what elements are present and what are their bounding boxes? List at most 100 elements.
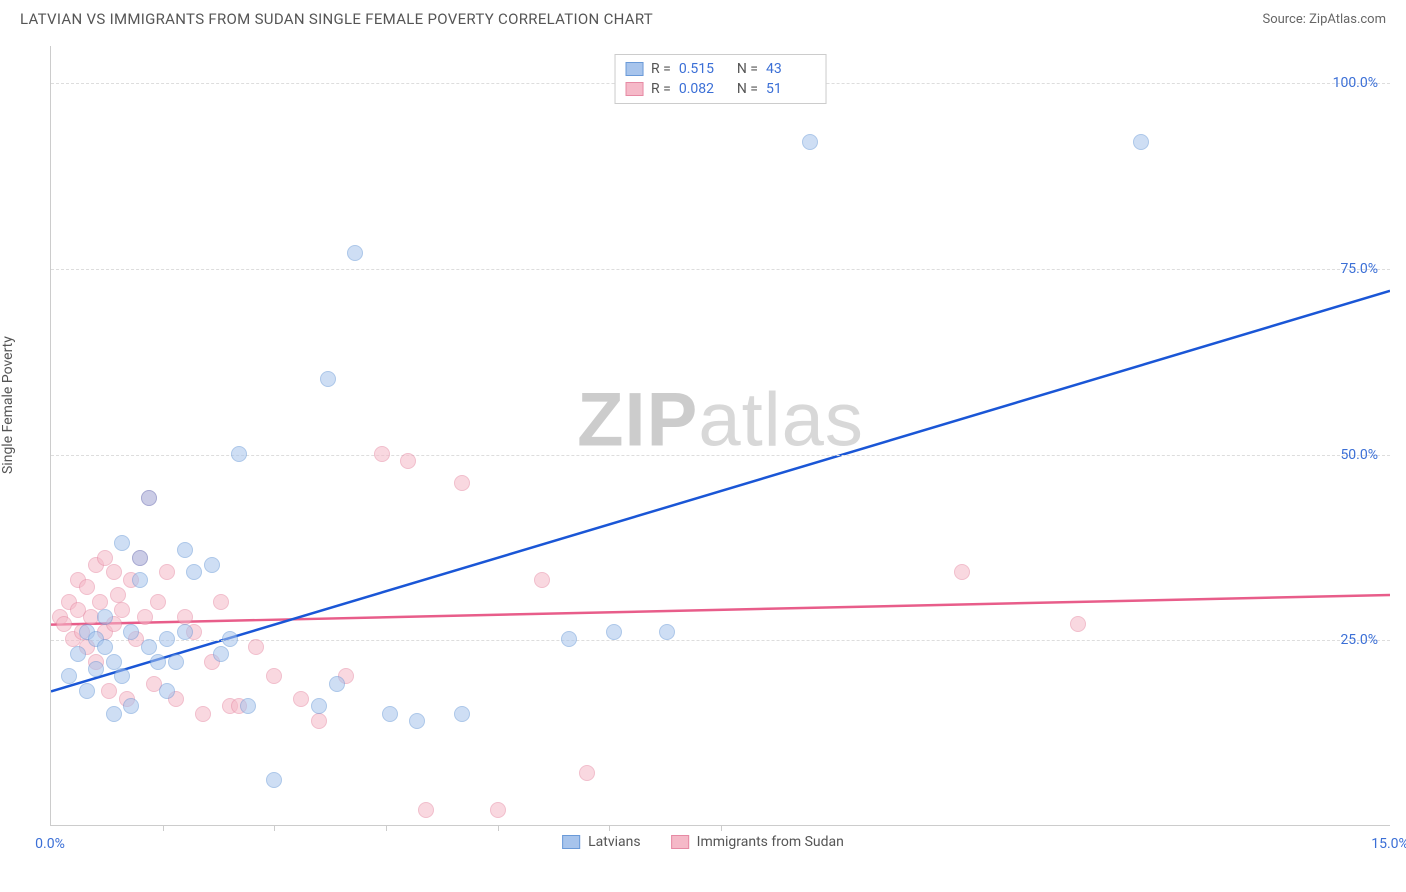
scatter-point-latvians: [240, 698, 256, 714]
scatter-point-sudan: [150, 594, 166, 610]
scatter-point-latvians: [159, 683, 175, 699]
scatter-point-latvians: [177, 542, 193, 558]
scatter-point-sudan: [400, 453, 416, 469]
legend-swatch-latvians: [625, 62, 643, 76]
scatter-point-sudan: [110, 587, 126, 603]
x-tick: [274, 825, 275, 831]
x-tick-label: 15.0%: [1371, 836, 1406, 852]
scatter-point-latvians: [659, 624, 675, 640]
scatter-point-sudan: [159, 564, 175, 580]
scatter-point-latvians: [97, 609, 113, 625]
y-axis-title: Single Female Poverty: [0, 336, 16, 474]
legend-swatch-sudan: [625, 82, 643, 96]
scatter-point-sudan: [534, 572, 550, 588]
scatter-point-latvians: [606, 624, 622, 640]
scatter-point-latvians: [132, 572, 148, 588]
x-tick-label: 0.0%: [35, 836, 65, 852]
x-tick: [721, 825, 722, 831]
x-tick: [609, 825, 610, 831]
scatter-point-latvians: [114, 535, 130, 551]
scatter-point-latvians: [1133, 134, 1149, 150]
scatter-point-latvians: [347, 245, 363, 261]
scatter-point-latvians: [132, 550, 148, 566]
scatter-point-latvians: [561, 631, 577, 647]
scatter-point-latvians: [141, 490, 157, 506]
scatter-point-sudan: [213, 594, 229, 610]
watermark: ZIPatlas: [577, 376, 864, 463]
scatter-point-sudan: [293, 691, 309, 707]
scatter-point-latvians: [61, 668, 77, 684]
scatter-point-latvians: [311, 698, 327, 714]
scatter-point-sudan: [137, 609, 153, 625]
scatter-point-sudan: [579, 765, 595, 781]
scatter-point-latvians: [123, 624, 139, 640]
legend-stats-row-sudan: R = 0.082 N = 51: [625, 79, 816, 99]
y-tick-label: 25.0%: [1340, 632, 1378, 648]
y-tick-label: 75.0%: [1340, 261, 1378, 277]
chart-source: Source: ZipAtlas.com: [1262, 12, 1386, 27]
scatter-point-sudan: [92, 594, 108, 610]
scatter-point-sudan: [311, 713, 327, 729]
chart-container: Single Female Poverty ZIPatlas R = 0.515…: [0, 36, 1406, 886]
scatter-point-latvians: [141, 639, 157, 655]
scatter-point-latvians: [177, 624, 193, 640]
scatter-point-sudan: [266, 668, 282, 684]
scatter-point-latvians: [204, 557, 220, 573]
plot-area: ZIPatlas R = 0.515 N = 43 R = 0.082 N = …: [50, 46, 1390, 826]
legend-stats-box: R = 0.515 N = 43 R = 0.082 N = 51: [614, 54, 827, 104]
legend-stats-row-latvians: R = 0.515 N = 43: [625, 59, 816, 79]
legend-label-latvians: Latvians: [588, 834, 641, 850]
scatter-point-latvians: [454, 706, 470, 722]
scatter-point-sudan: [97, 550, 113, 566]
gridline-h: [51, 455, 1390, 456]
scatter-point-latvians: [114, 668, 130, 684]
legend-item-sudan: Immigrants from Sudan: [671, 834, 844, 850]
chart-title: LATVIAN VS IMMIGRANTS FROM SUDAN SINGLE …: [20, 10, 653, 28]
y-tick-label: 100.0%: [1333, 75, 1378, 91]
scatter-point-latvians: [150, 654, 166, 670]
scatter-point-latvians: [88, 661, 104, 677]
scatter-point-sudan: [418, 802, 434, 818]
scatter-point-sudan: [454, 475, 470, 491]
legend-bottom: Latvians Immigrants from Sudan: [562, 834, 844, 850]
scatter-point-sudan: [79, 579, 95, 595]
scatter-point-latvians: [382, 706, 398, 722]
scatter-point-latvians: [409, 713, 425, 729]
legend-swatch-latvians-bottom: [562, 835, 580, 849]
scatter-point-sudan: [1070, 616, 1086, 632]
legend-swatch-sudan-bottom: [671, 835, 689, 849]
scatter-point-sudan: [101, 683, 117, 699]
x-tick: [498, 825, 499, 831]
scatter-point-latvians: [159, 631, 175, 647]
x-tick: [386, 825, 387, 831]
y-tick-label: 50.0%: [1340, 447, 1378, 463]
scatter-point-sudan: [56, 616, 72, 632]
scatter-point-latvians: [79, 683, 95, 699]
scatter-point-latvians: [320, 371, 336, 387]
scatter-point-latvians: [231, 446, 247, 462]
scatter-point-latvians: [70, 646, 86, 662]
scatter-point-latvians: [213, 646, 229, 662]
scatter-point-sudan: [490, 802, 506, 818]
scatter-point-sudan: [954, 564, 970, 580]
scatter-point-latvians: [168, 654, 184, 670]
scatter-point-latvians: [123, 698, 139, 714]
chart-header: LATVIAN VS IMMIGRANTS FROM SUDAN SINGLE …: [0, 0, 1406, 36]
legend-item-latvians: Latvians: [562, 834, 641, 850]
scatter-point-latvians: [186, 564, 202, 580]
scatter-point-latvians: [802, 134, 818, 150]
scatter-point-latvians: [106, 706, 122, 722]
scatter-point-sudan: [195, 706, 211, 722]
scatter-point-sudan: [177, 609, 193, 625]
scatter-point-sudan: [106, 564, 122, 580]
legend-label-sudan: Immigrants from Sudan: [697, 834, 844, 850]
scatter-point-sudan: [374, 446, 390, 462]
gridline-h: [51, 269, 1390, 270]
scatter-point-latvians: [266, 772, 282, 788]
scatter-point-latvians: [106, 654, 122, 670]
scatter-point-latvians: [222, 631, 238, 647]
scatter-point-latvians: [329, 676, 345, 692]
x-tick: [163, 825, 164, 831]
scatter-point-latvians: [97, 639, 113, 655]
scatter-point-sudan: [114, 602, 130, 618]
